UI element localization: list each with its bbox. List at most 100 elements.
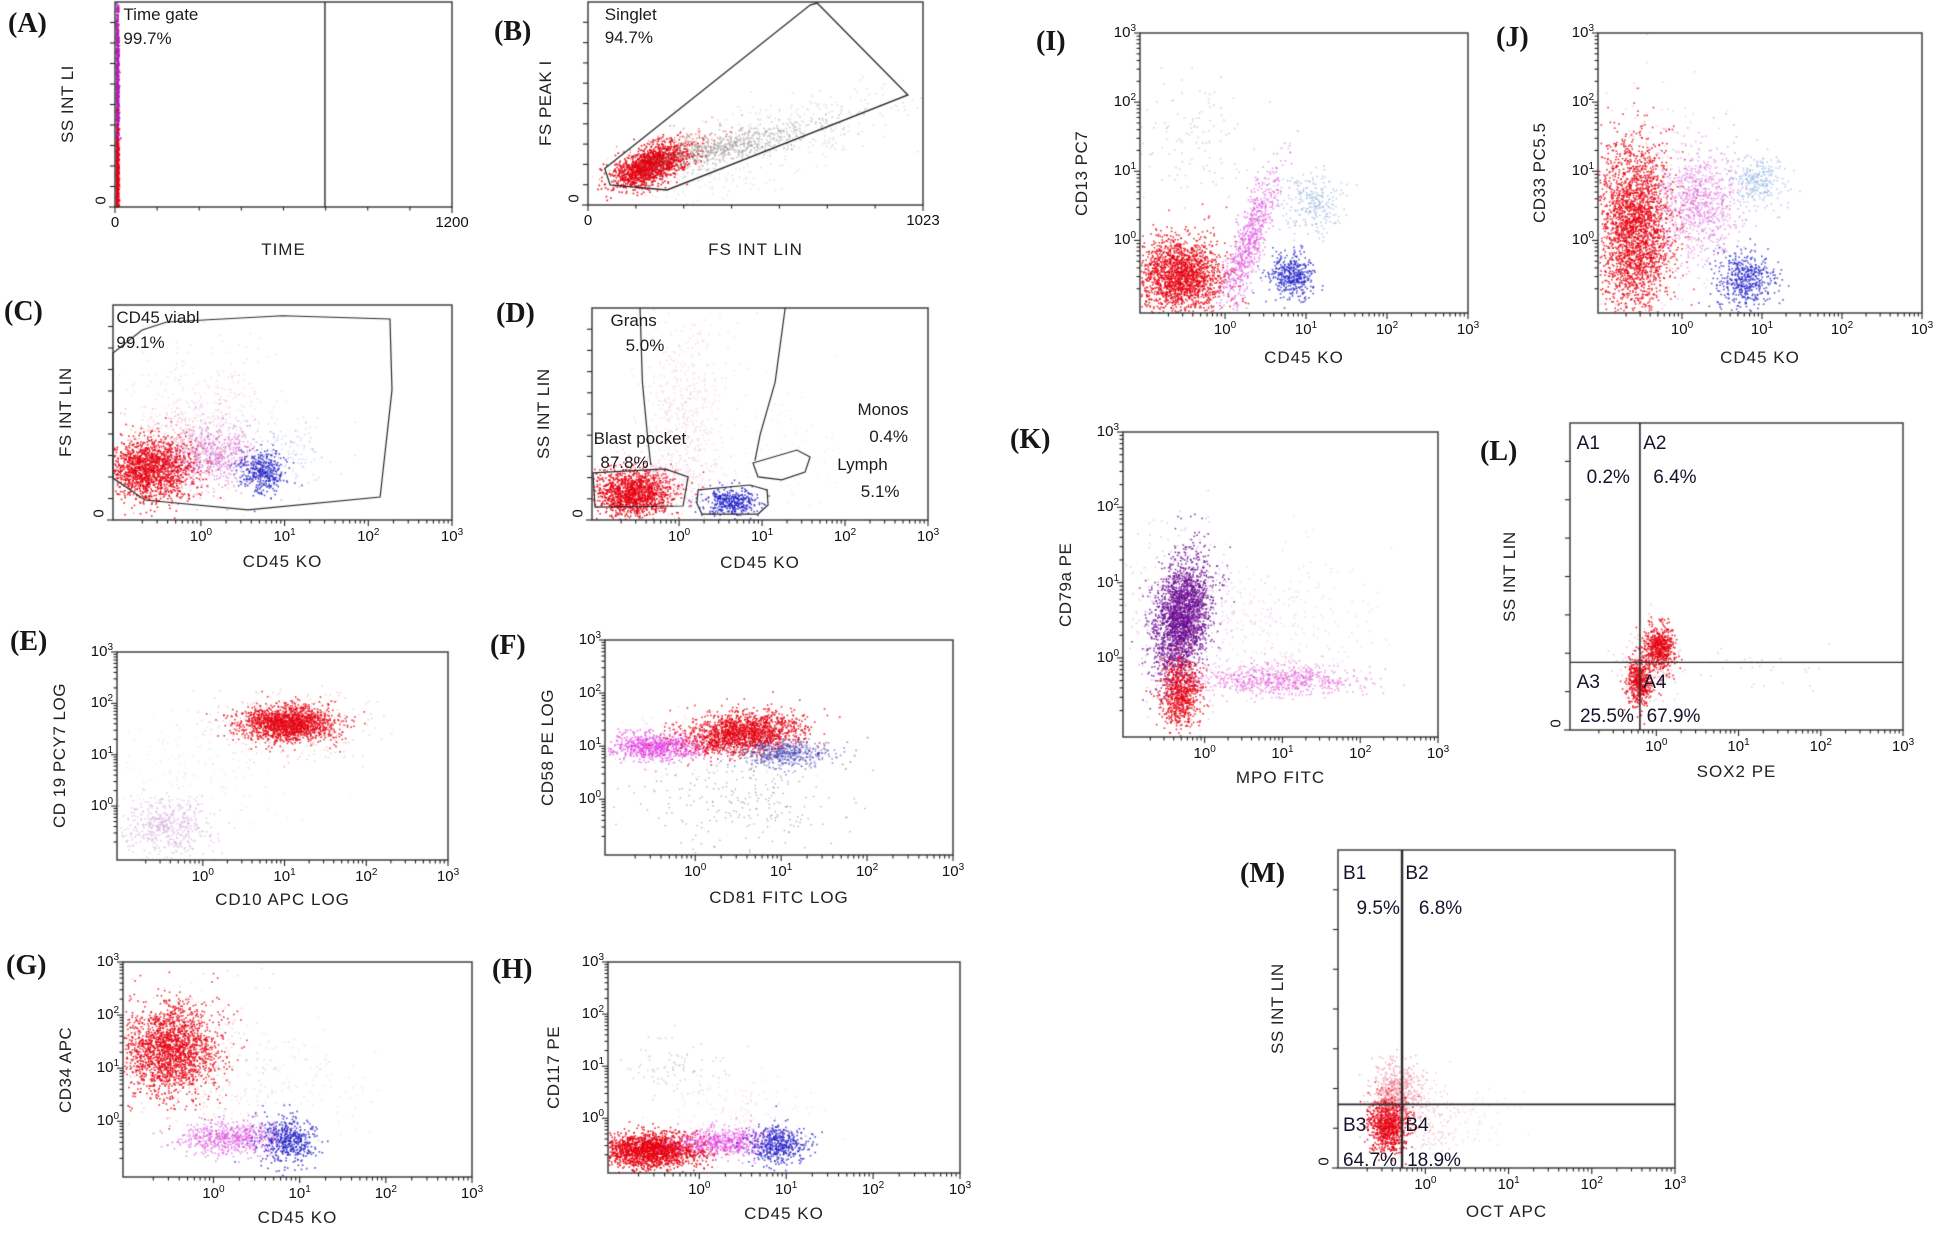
x-tick-label: 100 bbox=[667, 527, 691, 545]
y-axis-label-j: CD33 PC5.5 bbox=[1530, 122, 1549, 224]
y-tick-label: 100 bbox=[1571, 230, 1594, 249]
x-axis-label-c: CD45 KO bbox=[242, 552, 323, 571]
x-tick-label: 0 bbox=[110, 214, 120, 231]
quadrant-label: 6.4% bbox=[1653, 466, 1697, 488]
x-axis-label-e: CD10 APC LOG bbox=[215, 890, 350, 909]
x-tick-label: 100 bbox=[1670, 320, 1694, 338]
x-tick-label: 102 bbox=[374, 1184, 397, 1202]
scatter-canvas bbox=[564, 0, 935, 229]
gate-label: CD45 viabl bbox=[116, 308, 200, 328]
quadrant-label: 0.2% bbox=[1586, 466, 1630, 488]
x-tick-label: 103 bbox=[1910, 320, 1934, 338]
x-axis-label-b: FS INT LIN bbox=[708, 240, 803, 259]
panel-letter-f: (F) bbox=[490, 630, 526, 661]
quadrant-label: 6.8% bbox=[1418, 898, 1463, 920]
x-tick-label: 103 bbox=[1891, 737, 1915, 755]
y-tick-label: 0 bbox=[1315, 1157, 1333, 1166]
x-tick-label: 102 bbox=[355, 867, 378, 885]
y-tick-label: 102 bbox=[1571, 92, 1594, 111]
quadrant-label: 67.9% bbox=[1646, 705, 1701, 727]
x-tick-label: 103 bbox=[941, 862, 965, 880]
scatter-canvas bbox=[1099, 427, 1450, 761]
y-tick-label: 103 bbox=[581, 952, 604, 970]
panel-letter-j: (J) bbox=[1496, 22, 1529, 53]
plot-e: 100 101 102 103 100 101 102 103 bbox=[91, 642, 460, 885]
y-tick-label: 102 bbox=[1096, 497, 1119, 516]
y-tick-label: 101 bbox=[96, 1058, 119, 1077]
x-tick-label: 101 bbox=[1294, 320, 1318, 338]
panel-letter-a: (A) bbox=[8, 8, 47, 39]
x-axis-label-m: OCT APC bbox=[1465, 1202, 1548, 1221]
x-axis-label-j: CD45 KO bbox=[1720, 348, 1800, 367]
y-tick-label: 100 bbox=[578, 789, 601, 808]
y-tick-label: 101 bbox=[578, 736, 601, 755]
plot-i: 100 101 102 103 100 101 102 103 bbox=[1114, 23, 1480, 338]
gate-label: 87.8% bbox=[600, 453, 649, 473]
x-tick-label: 101 bbox=[1497, 1175, 1520, 1193]
scatter-canvas bbox=[581, 635, 965, 879]
y-tick-label: 103 bbox=[90, 642, 113, 660]
y-axis-label-b: FS PEAK I bbox=[536, 60, 555, 147]
x-tick-label: 100 bbox=[189, 527, 212, 545]
x-tick-label: 1023 bbox=[906, 212, 940, 229]
scatter-canvas bbox=[584, 957, 972, 1197]
plot-h: 100 101 102 103 100 101 102 103 bbox=[582, 952, 972, 1198]
y-tick-label: 101 bbox=[1571, 161, 1594, 180]
y-tick-label: 0 bbox=[569, 509, 587, 518]
quadrant-label: B2 bbox=[1405, 863, 1429, 885]
x-tick-label: 102 bbox=[1830, 320, 1854, 338]
y-tick-label: 101 bbox=[1096, 572, 1119, 591]
plot-f: 100 101 102 103 100 101 102 103 bbox=[579, 630, 965, 880]
y-tick-label: 0 bbox=[92, 196, 110, 205]
y-tick-label: 100 bbox=[1113, 230, 1136, 249]
x-tick-label: 100 bbox=[1414, 1175, 1437, 1193]
panel-letter-m: (M) bbox=[1240, 858, 1286, 889]
plot-g: 100 101 102 103 100 101 102 103 bbox=[97, 952, 484, 1202]
y-tick-label: 101 bbox=[1113, 161, 1136, 180]
y-tick-label: 100 bbox=[1096, 647, 1119, 666]
y-tick-label: 0 bbox=[565, 194, 583, 203]
panel-letter-g: (G) bbox=[6, 950, 47, 981]
x-tick-label: 101 bbox=[1727, 737, 1750, 755]
x-axis-label-a: TIME bbox=[261, 240, 306, 259]
plot-b: 0 1023 0 Singlet 94.7% bbox=[564, 0, 940, 229]
x-tick-label: 103 bbox=[460, 1184, 484, 1202]
x-tick-label: 101 bbox=[273, 867, 296, 885]
gate-label: 99.7% bbox=[123, 28, 172, 48]
panel-letter-h: (H) bbox=[492, 954, 533, 985]
plot-j: 100 101 102 103 100 101 102 103 bbox=[1572, 23, 1934, 338]
quadrant-label: B4 bbox=[1405, 1114, 1429, 1136]
y-axis-label-m: SS INT LIN bbox=[1268, 963, 1287, 1055]
x-tick-label: 102 bbox=[1375, 320, 1399, 338]
quadrant-label: B1 bbox=[1343, 863, 1367, 885]
plot-a: 0 1200 0 Time gate 99.7% bbox=[91, 0, 469, 231]
scatter-canvas bbox=[89, 300, 464, 544]
y-tick-label: 103 bbox=[1096, 422, 1119, 440]
x-tick-label: 103 bbox=[1426, 744, 1450, 762]
y-tick-label: 103 bbox=[578, 630, 601, 648]
x-tick-label: 103 bbox=[948, 1180, 972, 1198]
y-axis-label-e: CD 19 PCY7 LOG bbox=[50, 683, 69, 829]
y-axis-label-l: SS INT LIN bbox=[1500, 531, 1519, 622]
quadrant-label: 9.5% bbox=[1356, 898, 1400, 920]
x-tick-label: 103 bbox=[916, 527, 940, 545]
gate-label: 0.4% bbox=[869, 426, 908, 446]
gate-label: Lymph bbox=[837, 455, 888, 475]
quadrant-label: A1 bbox=[1576, 432, 1600, 454]
panel-letter-c: (C) bbox=[4, 296, 43, 327]
y-tick-label: 102 bbox=[578, 683, 601, 702]
y-tick-label: 102 bbox=[90, 693, 113, 712]
panel-letter-e: (E) bbox=[10, 626, 48, 657]
x-tick-label: 100 bbox=[191, 867, 214, 885]
gate-label: Singlet bbox=[604, 5, 657, 25]
gate-label: 5.0% bbox=[625, 335, 665, 355]
y-axis-label-d: SS INT LIN bbox=[534, 368, 553, 460]
plot-k: 100 101 102 103 100 101 102 103 bbox=[1097, 422, 1450, 762]
y-tick-label: 100 bbox=[96, 1111, 119, 1130]
scatter-canvas bbox=[1574, 28, 1934, 337]
y-axis-label-c: FS INT LIN bbox=[56, 367, 75, 458]
y-tick-label: 101 bbox=[90, 744, 113, 763]
x-tick-label: 101 bbox=[273, 527, 296, 545]
x-axis-label-f: CD81 FITC LOG bbox=[709, 888, 849, 907]
x-tick-label: 101 bbox=[750, 527, 774, 545]
